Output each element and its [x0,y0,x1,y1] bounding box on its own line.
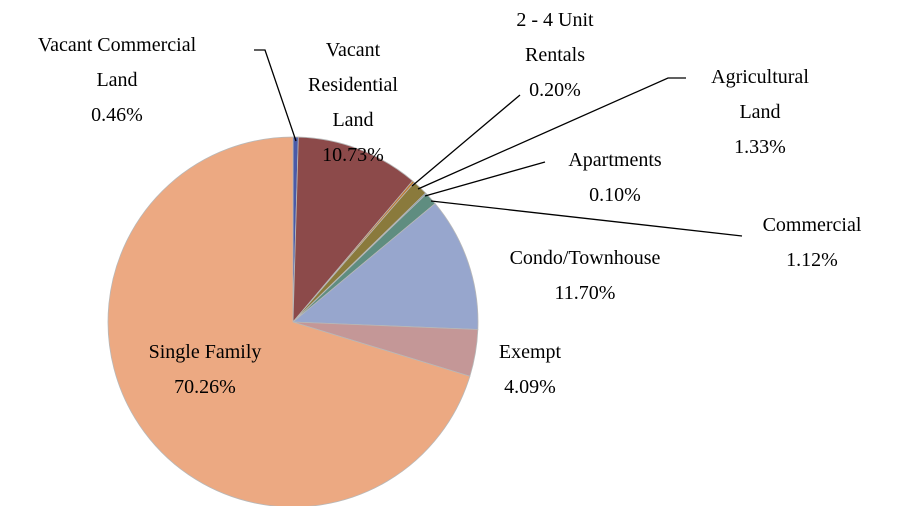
category-label: Single Family [148,340,262,363]
leader-line [411,94,521,187]
slice-label: Single Family 70.26% [105,335,305,405]
slice-label: Vacant Residential Land 10.73% [293,33,413,173]
slice-label: Agricultural Land 1.33% [700,60,820,165]
category-label: Condo/Townhouse [509,246,661,269]
leader-line [254,49,297,142]
value-label: 70.26% [174,375,236,398]
slice-label: 2 - 4 Unit Rentals 0.20% [500,3,610,108]
slices [107,136,479,506]
slice-label: Commercial 1.12% [712,208,897,278]
pie-slice [107,136,471,506]
category-label: Commercial [762,213,862,236]
category-label: Agricultural Land [711,65,809,123]
category-label: 2 - 4 Unit Rentals [516,8,594,66]
leader-line [417,77,686,190]
slice-label: Exempt 4.09% [430,335,630,405]
value-label: 1.33% [734,135,786,158]
slice-label: Apartments 0.10% [515,143,715,213]
pie-slice [292,136,414,324]
value-label: 11.70% [554,281,616,304]
pie-slice [291,202,479,330]
leader-line [424,161,546,197]
slice-label: Condo/Townhouse 11.70% [475,241,695,311]
leader-lines [254,49,743,237]
category-label: Apartments [568,148,662,171]
category-label: Exempt [498,340,562,363]
leader-line [430,200,743,237]
value-label: 0.46% [91,103,143,126]
value-label: 0.20% [529,78,581,101]
category-label: Vacant Commercial Land [37,33,197,91]
value-label: 10.73% [322,143,384,166]
slice-label: Vacant Commercial Land 0.46% [37,28,197,133]
value-label: 0.10% [589,183,641,206]
category-label: Vacant Residential Land [308,38,398,131]
value-label: 1.12% [786,248,838,271]
value-label: 4.09% [504,375,556,398]
